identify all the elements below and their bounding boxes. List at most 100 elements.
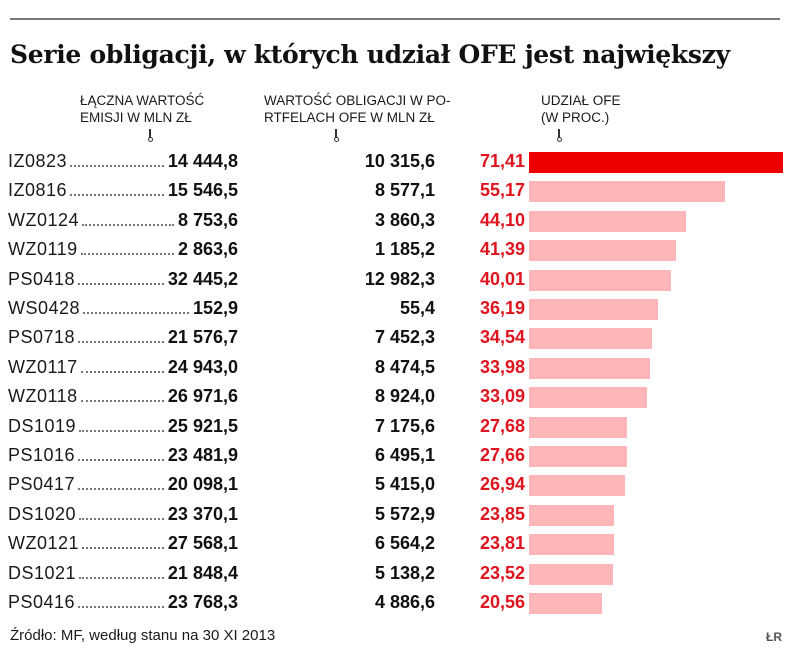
- share-bar: [529, 387, 647, 409]
- portfolio-value: 8 577,1: [374, 180, 435, 201]
- share-bar: [529, 534, 614, 556]
- portfolio-value: 55,4: [399, 298, 435, 318]
- dot-leader: [81, 247, 174, 256]
- emission-value: 32 445,2: [167, 268, 238, 289]
- portfolio-value: 6 495,1: [374, 445, 435, 465]
- dot-leader: [78, 453, 164, 461]
- share-value: 33,09: [479, 386, 525, 407]
- dot-leader: [81, 365, 164, 373]
- bond-code: PS0417: [8, 474, 76, 495]
- table-row: DS1019 25 921,5 7 175,6 27,68: [0, 413, 805, 442]
- emission-value: 2 863,6: [177, 239, 238, 260]
- table-row: WZ0118 26 971,6 8 924,0 33,09: [0, 383, 805, 412]
- portfolio-value: 5 415,0: [374, 474, 435, 495]
- dot-leader: [78, 600, 164, 608]
- share-value: 23,85: [479, 503, 525, 524]
- dot-leader: [81, 394, 164, 403]
- share-value: 26,94: [479, 474, 525, 495]
- bond-code: PS1016: [8, 445, 76, 465]
- dot-leader: [79, 424, 164, 432]
- emission-value: 14 444,8: [167, 151, 238, 171]
- dot-leader: [78, 277, 164, 285]
- emission-value: 21 848,4: [167, 562, 238, 583]
- emission-value: 25 921,5: [167, 415, 238, 436]
- portfolio-value: 4 886,6: [374, 592, 435, 612]
- dot-leader: [79, 571, 164, 579]
- dot-leader: [70, 159, 164, 167]
- share-bar: [529, 181, 726, 203]
- share-bar: [529, 357, 650, 379]
- column-header-emission: ŁĄCZNA WARTOŚĆ EMISJI W MLN ZŁ: [80, 93, 205, 125]
- portfolio-value: 8 474,5: [374, 356, 435, 377]
- source-note: Źródło: MF, według stanu na 30 XI 2013: [10, 627, 276, 644]
- dot-leader: [82, 218, 174, 226]
- portfolio-value: 7 175,6: [374, 415, 435, 436]
- table-row: PS1016 23 481,9 6 495,1 27,66: [0, 442, 805, 471]
- emission-value: 23 768,3: [167, 592, 238, 612]
- share-value: 27,66: [479, 445, 525, 465]
- dot-leader: [78, 482, 164, 491]
- table-row: PS0417 20 098,1 5 415,0 26,94: [0, 471, 805, 500]
- share-bar: [529, 446, 628, 467]
- share-bar: [529, 299, 658, 320]
- table-row: PS0718 21 576,7 7 452,3 34,54: [0, 324, 805, 353]
- chart-title: Serie obligacji, w których udział OFE je…: [10, 40, 730, 69]
- table-row: WZ0124 8 753,6 3 860,3 44,10: [0, 207, 805, 236]
- table-row: PS0416 23 768,3 4 886,6 20,56: [0, 589, 805, 618]
- dot-leader: [79, 512, 164, 520]
- publisher-logo: ŁR: [766, 630, 782, 644]
- dot-leader: [82, 541, 164, 550]
- bond-code: IZ0823: [8, 151, 68, 171]
- share-bar: [529, 593, 603, 614]
- portfolio-value: 6 564,2: [374, 533, 435, 554]
- bond-code: DS1019: [8, 415, 77, 436]
- dot-leader: [78, 335, 164, 344]
- bond-code: PS0416: [8, 592, 76, 612]
- emission-value: 26 971,6: [167, 386, 238, 407]
- bond-code: WZ0119: [8, 239, 78, 260]
- emission-value: 23 370,1: [167, 503, 238, 524]
- share-value: 20,56: [479, 592, 525, 612]
- emission-value: 152,9: [192, 298, 238, 318]
- table-row: DS1020 23 370,1 5 572,9 23,85: [0, 501, 805, 530]
- top-rule: [10, 18, 780, 20]
- column-pointer-icon: [334, 129, 339, 143]
- emission-value: 8 753,6: [177, 209, 238, 230]
- column-header-portfolio: WARTOŚĆ OBLIGACJI W PO- RTFELACH OFE W M…: [264, 93, 451, 125]
- bond-code: DS1021: [8, 562, 77, 583]
- emission-value: 27 568,1: [167, 533, 238, 554]
- emission-value: 15 546,5: [167, 180, 238, 201]
- share-value: 40,01: [479, 268, 525, 289]
- share-value: 55,17: [479, 180, 525, 201]
- column-header-share: UDZIAŁ OFE (W PROC.): [541, 93, 621, 125]
- table-row: WZ0121 27 568,1 6 564,2 23,81: [0, 530, 805, 559]
- emission-value: 21 576,7: [167, 327, 238, 348]
- share-value: 41,39: [479, 239, 525, 260]
- portfolio-value: 8 924,0: [374, 386, 435, 407]
- share-bar: [529, 240, 677, 262]
- share-bar: [529, 269, 672, 291]
- table-row: WZ0117 24 943,0 8 474,5 33,98: [0, 354, 805, 383]
- share-bar: [529, 416, 628, 438]
- share-bar: [529, 328, 652, 350]
- bond-code: IZ0816: [8, 180, 68, 201]
- bond-code: WZ0124: [8, 209, 80, 230]
- share-bar: [529, 563, 613, 585]
- bond-code: WS0428: [8, 298, 81, 318]
- table-row: IZ0816 15 546,5 8 577,1 55,17: [0, 177, 805, 206]
- bond-code: DS1020: [8, 503, 77, 524]
- share-bar: [529, 152, 783, 173]
- column-pointer-icon: [557, 129, 562, 143]
- share-value: 27,68: [479, 415, 525, 436]
- dot-leader: [70, 188, 164, 197]
- table-row: WS0428 152,9 55,4 36,19: [0, 295, 805, 324]
- share-bar: [529, 475, 625, 497]
- portfolio-value: 1 185,2: [374, 239, 435, 260]
- bond-code: PS0718: [8, 327, 76, 348]
- dot-leader: [83, 306, 189, 314]
- emission-value: 24 943,0: [167, 356, 238, 377]
- share-value: 23,52: [479, 562, 525, 583]
- bond-code: PS0418: [8, 268, 76, 289]
- emission-value: 20 098,1: [167, 474, 238, 495]
- share-value: 34,54: [479, 327, 525, 348]
